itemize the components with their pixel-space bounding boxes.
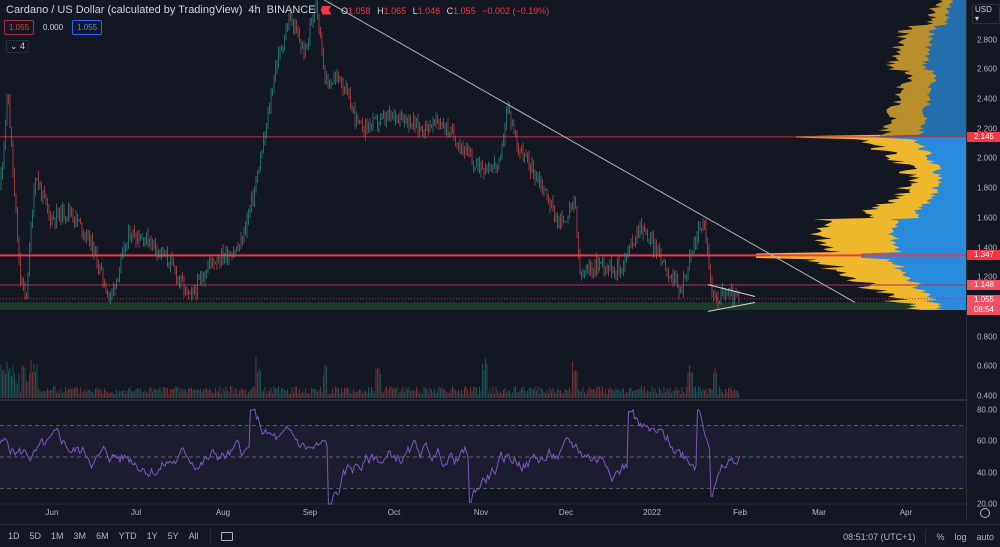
close-value: 1.055 <box>453 6 476 16</box>
time-label: Jul <box>130 508 142 517</box>
rsi-label: 80.00 <box>976 405 997 415</box>
price-label: 2.200 <box>976 124 997 134</box>
symbol-legend: Cardano / US Dollar (calculated by Tradi… <box>6 4 332 16</box>
price-label: 1.800 <box>976 183 997 193</box>
time-label: Oct <box>387 508 401 517</box>
clock[interactable]: 08:51:07 (UTC+1) <box>843 531 916 542</box>
chart-canvas[interactable] <box>0 0 966 520</box>
range-1m[interactable]: 1M <box>51 531 64 541</box>
price-label: 1.400 <box>976 243 997 253</box>
buy-sell-panel: 1.055 0.000 1.055 <box>4 20 103 35</box>
low-value: 1.046 <box>417 6 441 16</box>
currency-dropdown[interactable]: USD ▾ <box>972 4 1000 24</box>
range-1d[interactable]: 1D <box>8 531 20 541</box>
candles <box>0 0 740 309</box>
rsi-label: 20.00 <box>976 499 997 509</box>
range-all[interactable]: All <box>188 531 199 541</box>
indicators-toggle[interactable]: ⌄ 4 <box>6 40 30 53</box>
price-tag: 1.148 <box>967 279 1000 290</box>
ohlc-values: O1.058 H1.065 L1.046 C1.055 −0.002 (−0.1… <box>341 6 550 16</box>
time-label: Apr <box>899 508 913 517</box>
range-5d[interactable]: 5D <box>29 531 42 541</box>
time-label: Feb <box>733 508 747 517</box>
time-label: Nov <box>473 508 489 517</box>
price-axis[interactable]: 3.0002.8002.6002.4002.2002.0001.8001.600… <box>966 0 1000 520</box>
rsi-line <box>0 408 740 505</box>
range-5y[interactable]: 5Y <box>167 531 179 541</box>
sell-button[interactable]: 1.055 <box>4 20 35 35</box>
range-1y[interactable]: 1Y <box>146 531 158 541</box>
change-value: −0.002 (−0.19%) <box>482 6 550 16</box>
price-label: 1.200 <box>976 272 997 282</box>
percent-toggle[interactable]: % <box>936 531 945 542</box>
price-label: 2.400 <box>976 94 997 104</box>
range-6m[interactable]: 6M <box>96 531 109 541</box>
price-label: 0.800 <box>976 332 997 342</box>
volume-profile <box>756 0 966 310</box>
high-value: 1.065 <box>383 6 407 16</box>
symbol-title[interactable]: Cardano / US Dollar (calculated by Tradi… <box>6 4 243 16</box>
volume-bars <box>0 357 740 398</box>
divider <box>209 529 211 543</box>
price-label: 0.600 <box>976 361 997 371</box>
time-label: Mar <box>812 508 826 517</box>
price-label: 1.600 <box>976 213 997 223</box>
time-label: 2022 <box>643 508 661 517</box>
time-label: Jun <box>45 508 59 517</box>
divider <box>925 529 927 544</box>
price-label: 2.800 <box>976 35 997 45</box>
log-toggle[interactable]: log <box>954 531 967 542</box>
interval[interactable]: 4h <box>248 4 261 16</box>
auto-toggle[interactable]: auto <box>976 531 994 542</box>
price-label: 0.400 <box>976 391 997 401</box>
price-tag: 1.347 <box>967 250 1000 261</box>
range-3m[interactable]: 3M <box>73 531 87 541</box>
flag-icon[interactable] <box>321 5 332 15</box>
spread-value: 0.000 <box>43 23 64 32</box>
go-to-date-icon[interactable] <box>220 531 233 541</box>
price-label: 2.600 <box>976 64 997 74</box>
rsi-label: 40.00 <box>976 468 997 478</box>
rsi-label: 60.00 <box>976 436 997 446</box>
time-label: Aug <box>215 508 231 517</box>
exchange: BINANCE <box>266 4 316 16</box>
settings-gear-icon[interactable] <box>980 508 990 518</box>
buy-button[interactable]: 1.055 <box>72 20 103 35</box>
price-tag: 1.055 08:54 <box>967 294 1000 315</box>
range-ytd[interactable]: YTD <box>118 531 137 541</box>
time-label: Sep <box>302 508 318 517</box>
price-tag: 2.145 <box>967 131 1000 142</box>
open-value: 1.058 <box>348 6 371 16</box>
price-label: 2.000 <box>976 153 997 163</box>
time-label: Dec <box>558 508 574 517</box>
bottom-toolbar: 1D 5D 1M 3M 6M YTD 1Y 5Y All 08:51:07 (UTC+1) % … <box>0 524 1000 547</box>
